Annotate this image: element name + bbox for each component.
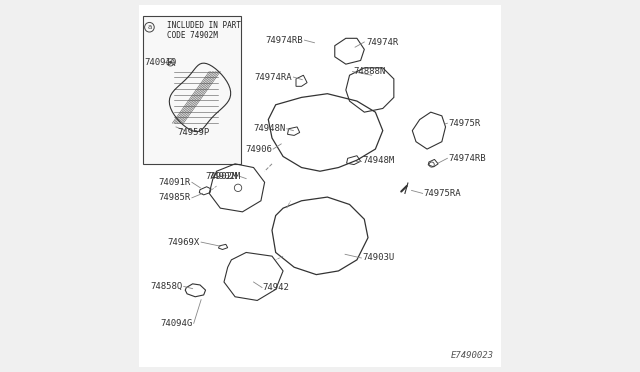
Text: 74948N: 74948N: [254, 124, 286, 133]
Text: 74902M: 74902M: [206, 171, 238, 180]
Text: 74974RA: 74974RA: [255, 73, 292, 81]
Text: 74942: 74942: [263, 283, 290, 292]
Text: a: a: [147, 24, 152, 30]
Circle shape: [169, 61, 172, 64]
Text: 74903U: 74903U: [362, 253, 395, 263]
Text: 74974RB: 74974RB: [449, 154, 486, 163]
FancyBboxPatch shape: [139, 5, 501, 367]
Text: 74906: 74906: [245, 145, 272, 154]
Text: CODE 74902M: CODE 74902M: [167, 31, 218, 40]
Text: 74091R: 74091R: [159, 178, 191, 187]
Text: 74969X: 74969X: [168, 238, 200, 247]
Text: INCLUDED IN PART: INCLUDED IN PART: [167, 21, 241, 30]
Text: 74975R: 74975R: [449, 119, 481, 128]
Text: 74974R: 74974R: [366, 38, 399, 46]
Text: 74985R: 74985R: [159, 193, 191, 202]
Text: 74858Q: 74858Q: [150, 282, 182, 291]
Text: E7490023: E7490023: [451, 351, 493, 360]
Text: 74094G: 74094G: [161, 319, 193, 328]
Text: 74975RA: 74975RA: [424, 189, 461, 198]
Text: 74888N: 74888N: [353, 67, 385, 76]
Text: 74948M: 74948M: [362, 156, 395, 166]
Text: 74091Q: 74091Q: [145, 58, 177, 67]
Text: 74959P: 74959P: [178, 128, 210, 137]
Text: 74974RB: 74974RB: [266, 36, 303, 45]
Text: 74902M: 74902M: [209, 172, 241, 181]
FancyBboxPatch shape: [143, 16, 241, 164]
